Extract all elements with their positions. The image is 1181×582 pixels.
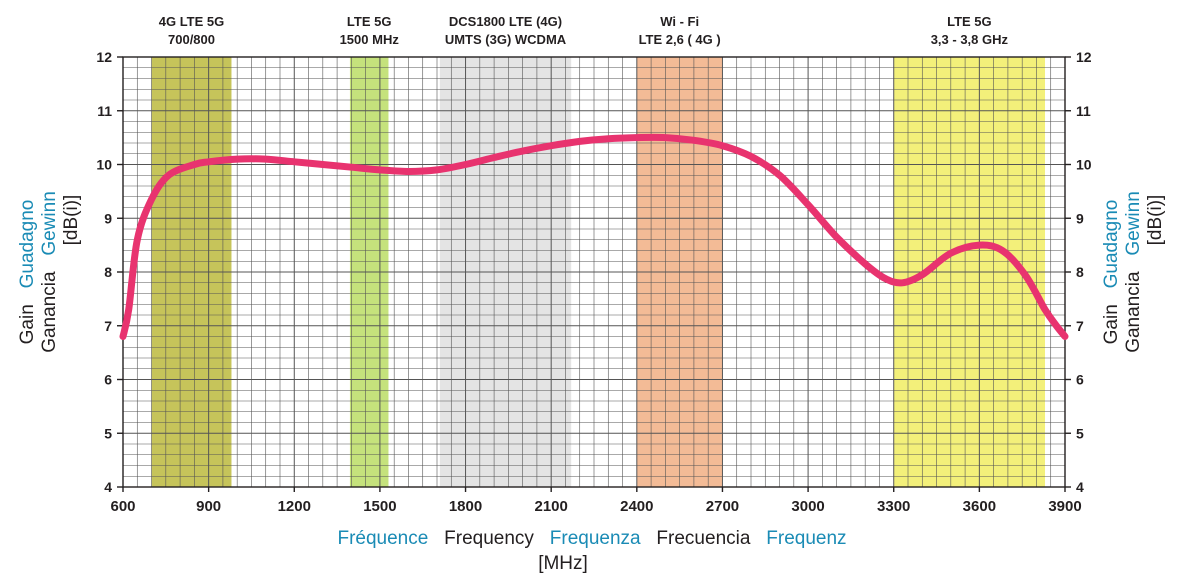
band-label-2-line1: DCS1800 LTE (4G) bbox=[449, 14, 562, 29]
x-axis-label: Fréquence Frequency Frequenza Frecuencia… bbox=[337, 528, 846, 549]
x-tick-label: 2700 bbox=[706, 498, 739, 515]
x-tick-label: 2400 bbox=[620, 498, 653, 515]
y-axis-label-word: Gain bbox=[1101, 304, 1122, 344]
y-axis-label-word: Gewinn bbox=[39, 191, 60, 271]
x-axis-unit: [MHz] bbox=[538, 553, 588, 574]
y-tick-label-right: 8 bbox=[1076, 264, 1084, 280]
x-tick-label: 2100 bbox=[534, 498, 567, 515]
x-tick-label: 3600 bbox=[963, 498, 996, 515]
band-label-3-line1: Wi - Fi bbox=[660, 14, 699, 29]
x-tick-label: 600 bbox=[110, 498, 135, 515]
band-label-0-line1: 4G LTE 5G bbox=[159, 14, 225, 29]
y-axis-label-word: Ganancia bbox=[39, 271, 60, 353]
y-axis-unit-left: [dB(i)] bbox=[61, 195, 82, 246]
y-axis-label-word: Guadagno bbox=[17, 200, 38, 305]
x-axis-label-word: Frequenza bbox=[534, 528, 641, 549]
band-label-1-line1: LTE 5G bbox=[347, 14, 392, 29]
y-tick-label-left: 6 bbox=[104, 372, 112, 388]
y-tick-label-left: 10 bbox=[96, 157, 112, 173]
y-axis-label-left-1: Gain Guadagno bbox=[17, 200, 38, 345]
band-label-4-line1: LTE 5G bbox=[947, 14, 992, 29]
y-tick-label-right: 7 bbox=[1076, 318, 1084, 334]
band-label-1-line2: 1500 MHz bbox=[340, 32, 400, 47]
y-tick-label-right: 12 bbox=[1076, 49, 1092, 65]
y-tick-label-left: 8 bbox=[104, 264, 112, 280]
x-axis-label-word: Fréquence bbox=[337, 528, 428, 549]
y-tick-label-left: 11 bbox=[97, 103, 112, 119]
y-axis-label-word: Gewinn bbox=[1123, 191, 1144, 271]
y-tick-label-right: 4 bbox=[1076, 479, 1084, 495]
x-tick-label: 1500 bbox=[363, 498, 396, 515]
x-tick-label: 1200 bbox=[278, 498, 311, 515]
x-tick-label: 900 bbox=[196, 498, 221, 515]
band-label-0-line2: 700/800 bbox=[168, 32, 215, 47]
y-axis-label-word: Guadagno bbox=[1101, 200, 1122, 305]
y-tick-label-right: 6 bbox=[1076, 372, 1084, 388]
y-tick-label-right: 9 bbox=[1076, 210, 1084, 226]
x-tick-label: 3900 bbox=[1048, 498, 1081, 515]
band-label-4-line2: 3,3 - 3,8 GHz bbox=[931, 32, 1009, 47]
x-tick-label: 3300 bbox=[877, 498, 910, 515]
band-label-3-line2: LTE 2,6 ( 4G ) bbox=[639, 32, 721, 47]
y-axis-label-word: Ganancia bbox=[1123, 271, 1144, 353]
y-tick-label-left: 4 bbox=[104, 479, 112, 495]
x-tick-label: 3000 bbox=[791, 498, 824, 515]
band-label-2-line2: UMTS (3G) WCDMA bbox=[445, 32, 567, 47]
x-axis-label-word: Frequenz bbox=[750, 528, 846, 549]
y-tick-label-left: 12 bbox=[96, 49, 112, 65]
series-line-0 bbox=[119, 133, 1069, 340]
y-axis-unit-right: [dB(i)] bbox=[1145, 195, 1166, 246]
y-tick-label-left: 7 bbox=[104, 318, 112, 334]
x-axis-label-word: Frequency bbox=[428, 528, 534, 549]
y-axis-label-right-2: Ganancia Gewinn bbox=[1123, 191, 1144, 353]
x-axis-label-word: Frecuencia bbox=[641, 528, 751, 549]
y-tick-label-left: 5 bbox=[104, 425, 112, 441]
y-axis-label-right-1: Gain Guadagno bbox=[1101, 200, 1122, 345]
y-tick-label-right: 10 bbox=[1076, 157, 1092, 173]
y-tick-label-right: 11 bbox=[1076, 103, 1091, 119]
y-axis-label-left-2: Ganancia Gewinn bbox=[39, 191, 60, 353]
y-axis-label-word: Gain bbox=[17, 304, 38, 344]
y-tick-label-left: 9 bbox=[104, 210, 112, 226]
x-tick-label: 1800 bbox=[449, 498, 482, 515]
y-tick-label-right: 5 bbox=[1076, 425, 1084, 441]
